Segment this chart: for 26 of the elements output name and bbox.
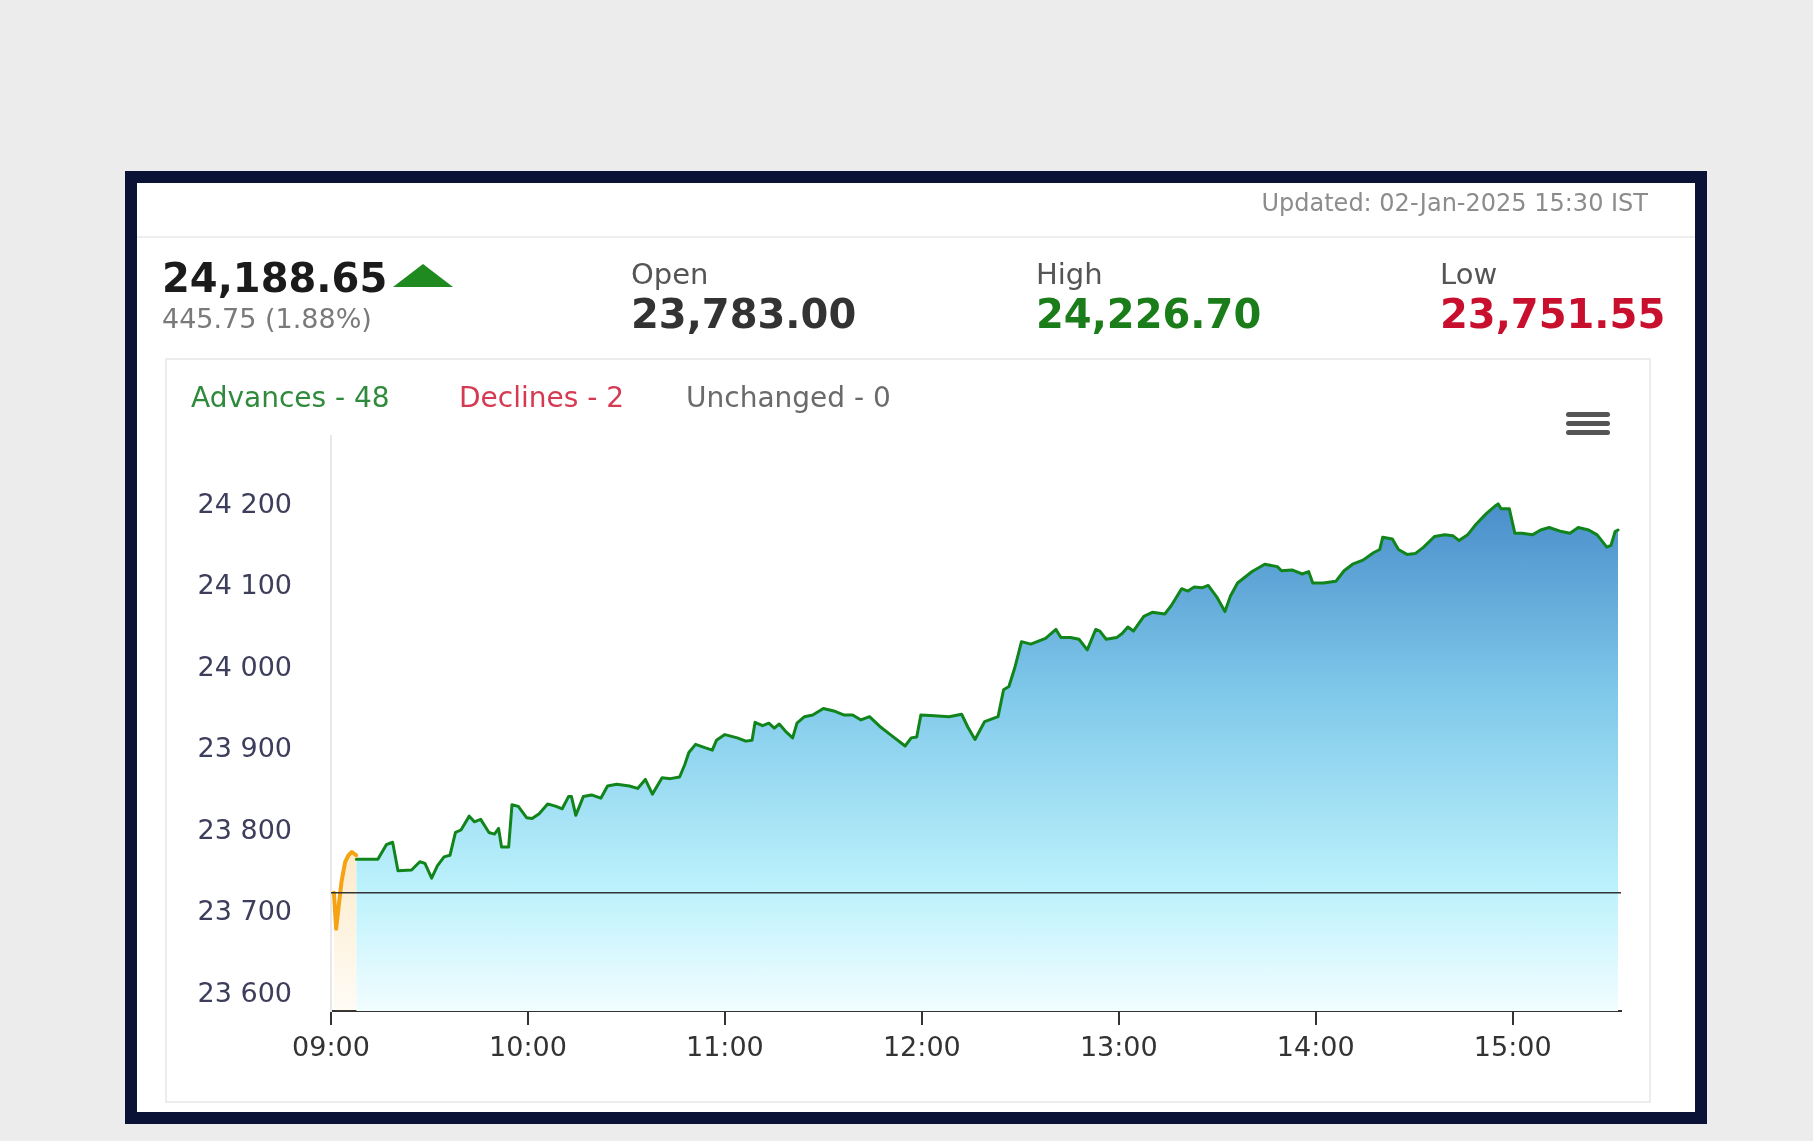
x-tick-label: 09:00 xyxy=(292,1031,370,1063)
text: High xyxy=(1036,257,1103,291)
y-tick-label: 23 800 xyxy=(197,813,292,845)
text: 23,783.00 xyxy=(631,291,857,337)
x-tick-label: 14:00 xyxy=(1276,1031,1355,1063)
x-tick-label: 12:00 xyxy=(882,1031,961,1063)
text: 24,226.70 xyxy=(1036,291,1262,337)
text: Low xyxy=(1440,257,1498,291)
text: Advances - 48 xyxy=(191,381,390,414)
text: Open xyxy=(631,257,709,291)
y-tick-label: 23 600 xyxy=(197,976,292,1008)
y-tick-label: 24 200 xyxy=(197,487,292,519)
y-tick-label: 24 100 xyxy=(197,569,292,601)
y-tick-label: 24 000 xyxy=(197,650,292,682)
x-tick-label: 10:00 xyxy=(489,1031,567,1063)
text: 23,751.55 xyxy=(1440,291,1666,337)
text: Updated: 02-Jan-2025 15:30 IST xyxy=(1261,189,1648,217)
text: Declines - 2 xyxy=(459,381,625,414)
text: 24,188.65 xyxy=(162,255,388,301)
y-tick-label: 23 900 xyxy=(197,732,292,764)
x-tick-label: 15:00 xyxy=(1473,1031,1552,1063)
x-tick-label: 11:00 xyxy=(685,1031,764,1063)
x-tick-label: 13:00 xyxy=(1079,1031,1158,1063)
text: 445.75 (1.88%) xyxy=(162,303,372,334)
text: Unchanged - 0 xyxy=(686,381,891,414)
y-tick-label: 23 700 xyxy=(197,895,292,927)
